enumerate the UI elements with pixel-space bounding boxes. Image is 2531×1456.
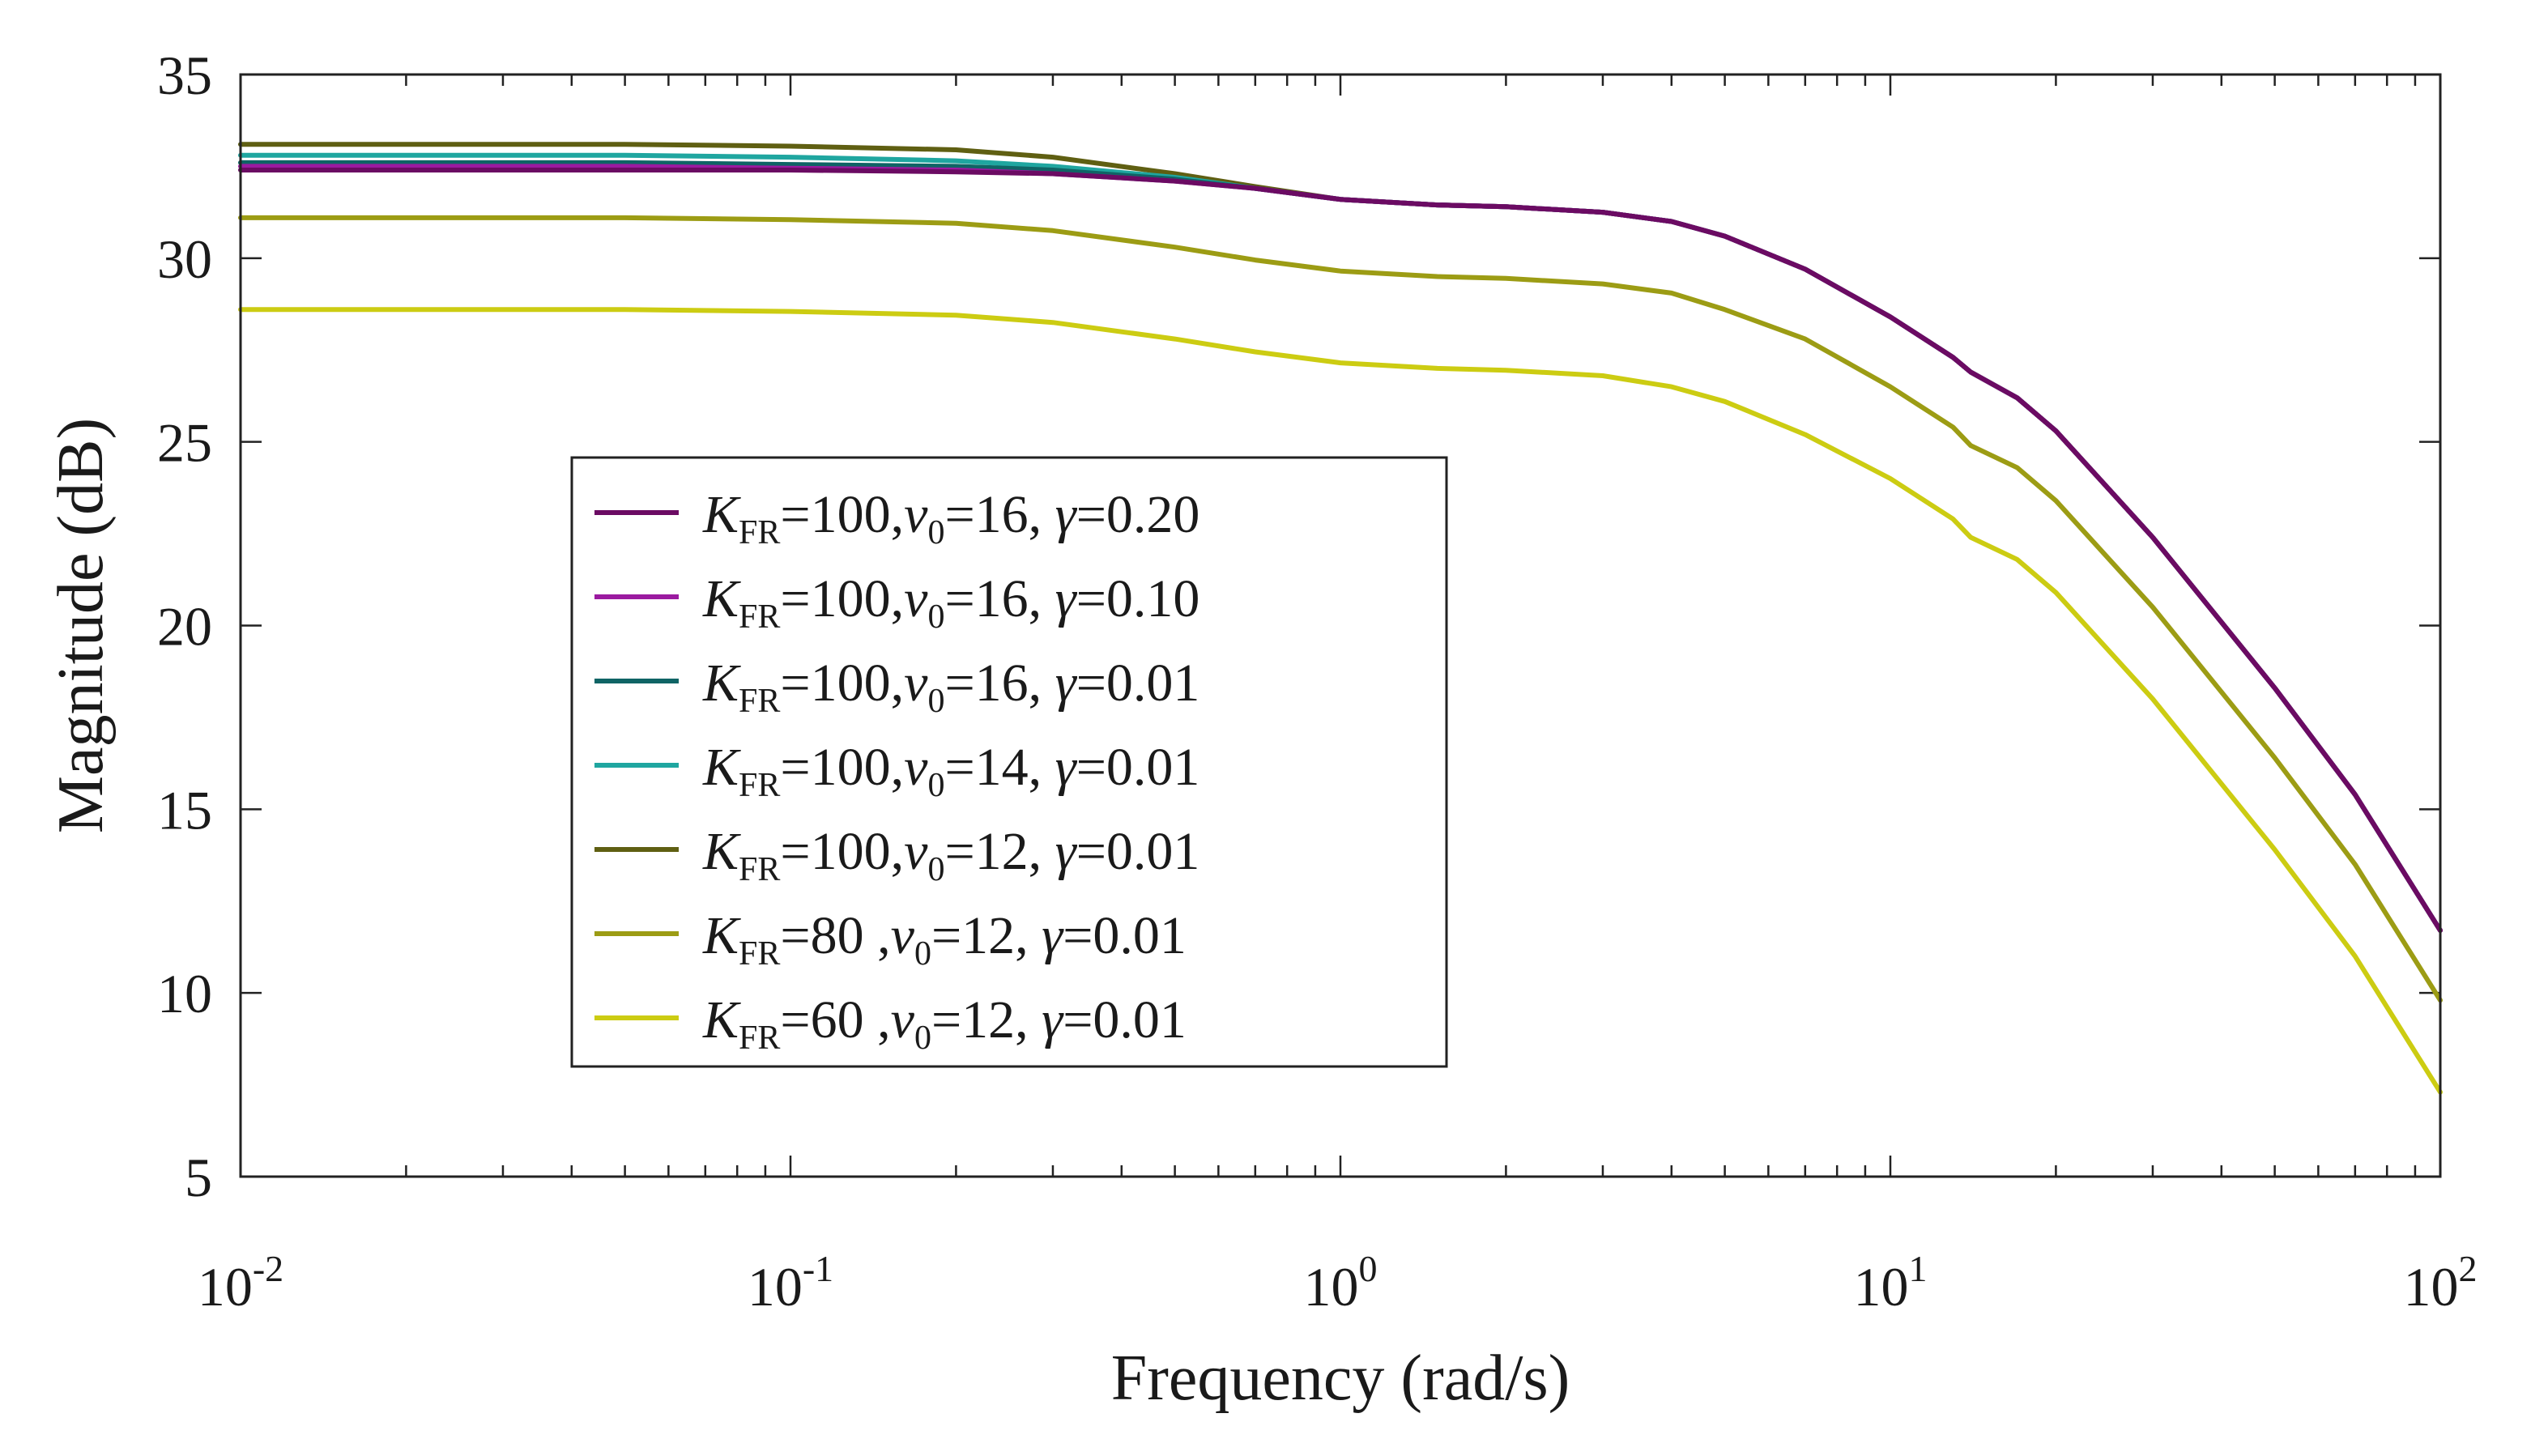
y-tick-label: 35 xyxy=(157,45,212,106)
legend-box xyxy=(570,456,1448,1068)
y-tick-label: 5 xyxy=(185,1147,212,1208)
series-line-7 xyxy=(238,307,2443,1095)
y-tick-label: 25 xyxy=(157,412,212,474)
x-tick-label: 102 xyxy=(2404,1248,2478,1318)
x-tick-label: 10-1 xyxy=(748,1248,833,1318)
legend-label-5: KFR=100,v0=12, γ=0.01 xyxy=(702,822,1199,888)
y-tick-label: 30 xyxy=(157,228,212,290)
legend: KFR=100,v0=16, γ=0.20 KFR=100,v0=16, γ=0.… xyxy=(570,456,1448,1068)
y-tick-label: 20 xyxy=(157,596,212,658)
series-layer xyxy=(238,142,2443,1095)
x-tick-labels: 10-2 10-1 100 101 102 xyxy=(198,1248,2478,1318)
x-tick-label: 10-2 xyxy=(198,1248,283,1318)
legend-label-3: KFR=100,v0=16, γ=0.01 xyxy=(702,653,1199,720)
axis-ticks xyxy=(239,73,2440,1178)
y-tick-label: 10 xyxy=(157,963,212,1024)
x-tick-label: 100 xyxy=(1304,1248,1378,1318)
series-line-6 xyxy=(238,215,2443,1003)
y-tick-label: 15 xyxy=(157,779,212,841)
series-line-1 xyxy=(238,168,2443,933)
legend-label-2: KFR=100,v0=16, γ=0.10 xyxy=(702,569,1199,636)
plot-frame xyxy=(239,73,2442,1178)
x-axis-title: Frequency (rad/s) xyxy=(1111,1343,1570,1414)
legend-label-4: KFR=100,v0=14, γ=0.01 xyxy=(702,738,1199,804)
legend-label-7: KFR=60 ,v0=12, γ=0.01 xyxy=(702,990,1187,1057)
legend-label-6: KFR=80 ,v0=12, γ=0.01 xyxy=(702,906,1187,973)
legend-label-1: KFR=100,v0=16, γ=0.20 xyxy=(702,485,1199,551)
y-tick-labels: 5 10 15 20 25 30 35 xyxy=(157,45,212,1208)
y-axis-title: Magnitude (dB) xyxy=(45,418,117,833)
x-tick-label: 101 xyxy=(1854,1248,1928,1318)
